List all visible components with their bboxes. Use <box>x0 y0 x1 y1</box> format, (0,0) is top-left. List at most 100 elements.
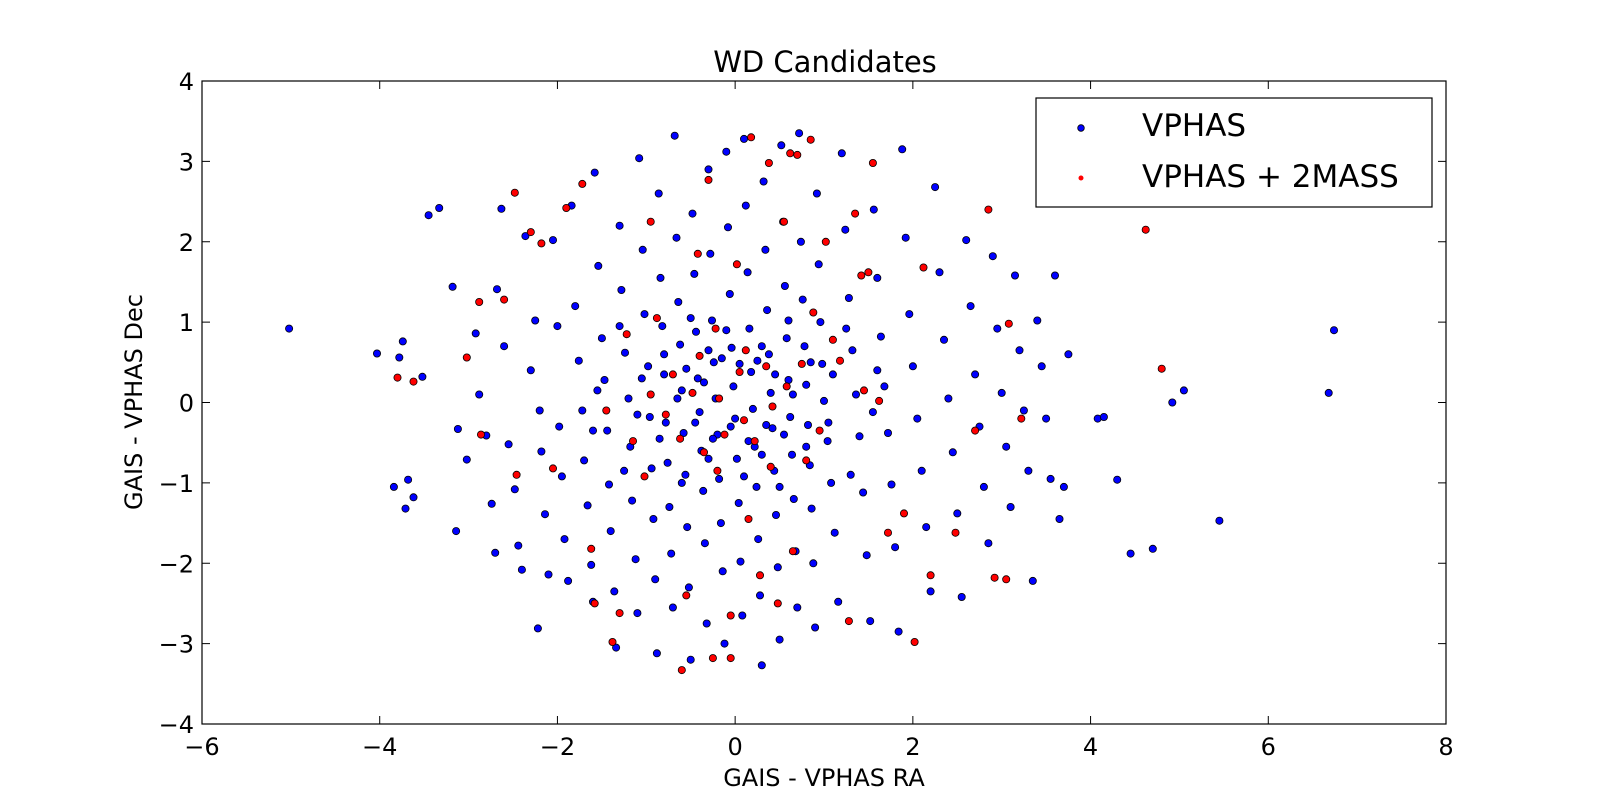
data-point <box>510 188 519 197</box>
data-point <box>773 563 782 572</box>
data-point <box>726 654 735 663</box>
data-point <box>512 470 521 479</box>
data-point <box>780 281 789 290</box>
data-point <box>811 623 820 632</box>
data-point <box>661 418 670 427</box>
data-point <box>700 378 709 387</box>
data-point <box>984 205 993 214</box>
data-point <box>681 470 690 479</box>
data-point <box>979 482 988 491</box>
data-point <box>809 559 818 568</box>
data-point <box>398 337 407 346</box>
data-point <box>757 661 766 670</box>
y-tick-label: −4 <box>159 711 194 739</box>
data-point <box>1055 515 1064 524</box>
data-point <box>741 346 750 355</box>
data-point <box>702 619 711 628</box>
data-point <box>435 203 444 212</box>
data-point <box>761 245 770 254</box>
data-point <box>637 374 646 383</box>
data-point <box>656 273 665 282</box>
data-point <box>926 571 935 580</box>
data-point <box>555 422 564 431</box>
data-point <box>736 557 745 566</box>
legend-marker-vphas-2mass <box>1078 175 1084 181</box>
legend-label-vphas-2mass: VPHAS + 2MASS <box>1142 159 1399 195</box>
data-point <box>1113 475 1122 484</box>
data-point <box>844 617 853 626</box>
data-point <box>848 346 857 355</box>
data-point <box>667 549 676 558</box>
data-point <box>686 655 695 664</box>
data-point <box>514 541 523 550</box>
data-point <box>700 448 709 457</box>
data-point <box>395 353 404 362</box>
data-point <box>806 135 815 144</box>
data-point <box>1148 544 1157 553</box>
data-point <box>720 639 729 648</box>
data-point <box>704 175 713 184</box>
data-point <box>1011 271 1020 280</box>
data-point <box>578 179 587 188</box>
data-point <box>615 221 624 230</box>
data-point <box>804 420 813 429</box>
data-point <box>852 390 861 399</box>
chart-title: WD Candidates <box>713 45 937 79</box>
data-point <box>500 295 509 304</box>
x-tick-label: 0 <box>728 733 743 761</box>
data-point <box>727 343 736 352</box>
data-point <box>487 499 496 508</box>
data-point <box>884 428 893 437</box>
data-point <box>535 406 544 415</box>
data-point <box>726 422 735 431</box>
data-point <box>1324 388 1333 397</box>
data-point <box>913 414 922 423</box>
data-point <box>951 528 960 537</box>
data-point <box>795 129 804 138</box>
data-point <box>734 498 743 507</box>
data-point <box>574 356 583 365</box>
data-point <box>695 351 704 360</box>
data-point <box>673 394 682 403</box>
data-point <box>594 261 603 270</box>
data-point <box>990 573 999 582</box>
data-point <box>869 205 878 214</box>
data-point <box>628 496 637 505</box>
data-point <box>531 316 540 325</box>
data-point <box>841 225 850 234</box>
data-point <box>823 437 832 446</box>
data-point <box>824 418 833 427</box>
data-point <box>672 233 681 242</box>
data-point <box>788 450 797 459</box>
data-point <box>658 322 667 331</box>
data-point <box>798 295 807 304</box>
data-point <box>722 147 731 156</box>
data-point <box>663 458 672 467</box>
data-point <box>537 447 546 456</box>
data-point <box>393 373 402 382</box>
data-point <box>718 567 727 576</box>
data-point <box>900 509 909 518</box>
data-point <box>597 334 606 343</box>
data-point <box>686 314 695 323</box>
data-point <box>704 165 713 174</box>
data-point <box>786 412 795 421</box>
data-point <box>709 358 718 367</box>
data-point <box>780 430 789 439</box>
data-point <box>549 464 558 473</box>
data-point <box>633 410 642 419</box>
data-point <box>1042 414 1051 423</box>
data-point <box>716 519 725 528</box>
data-point <box>953 509 962 518</box>
data-point <box>1002 442 1011 451</box>
y-tick-label: −3 <box>159 631 194 659</box>
data-point <box>757 450 766 459</box>
data-point <box>644 362 653 371</box>
data-point <box>633 609 642 618</box>
data-point <box>475 390 484 399</box>
legend-label-vphas: VPHAS <box>1142 108 1246 144</box>
data-point <box>740 416 749 425</box>
data-point <box>683 523 692 532</box>
data-point <box>747 133 756 142</box>
data-point <box>1002 575 1011 584</box>
